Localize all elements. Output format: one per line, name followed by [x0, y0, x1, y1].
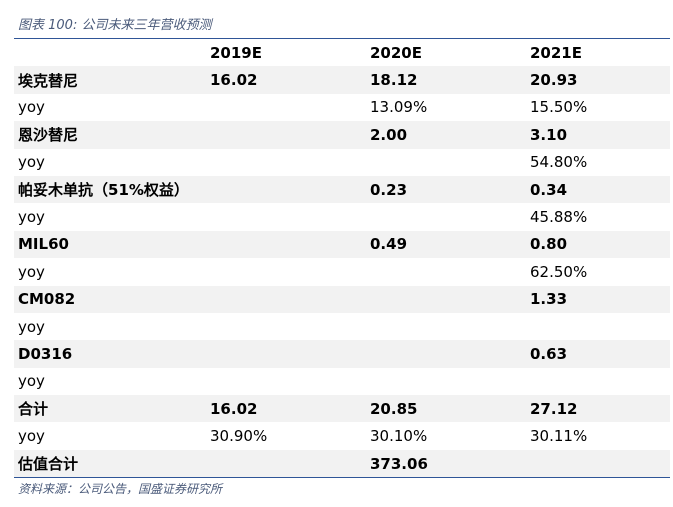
table-cell: 0.49	[366, 230, 526, 259]
table-row: yoy 54.80%	[14, 149, 670, 176]
table-cell: 合计	[14, 395, 206, 423]
table-row: MIL60 0.49 0.80	[14, 230, 670, 259]
table-cell: 13.09%	[370, 98, 428, 117]
table-cell: 45.88%	[530, 208, 588, 227]
table-cell	[206, 149, 366, 176]
table-cell	[526, 313, 670, 340]
table-cell: yoy	[18, 317, 45, 336]
table-cell	[206, 94, 366, 121]
table-cell	[206, 368, 366, 395]
table-cell: 27.12	[526, 395, 670, 423]
table-row: CM082 1.33	[14, 285, 670, 313]
table-cell: 帕妥木单抗（51%权益）	[14, 175, 206, 204]
table-cell: 2019E	[206, 38, 366, 67]
table-cell	[206, 203, 366, 230]
table-cell: 373.06	[366, 449, 526, 478]
table-cell: 估值合计	[14, 449, 206, 478]
caption: 图表 100: 公司未来三年营收预测	[18, 18, 212, 33]
table: 2019E 2020E 2021E 埃克替尼 16.02 18.12 20.93 yoy 13.…	[14, 38, 670, 479]
table-cell: 1.33	[526, 285, 670, 313]
table-cell: 54.80%	[530, 153, 588, 172]
table-row: D0316 0.63	[14, 340, 670, 368]
table-cell: 30.11%	[530, 427, 588, 446]
table-cell: D0316	[14, 340, 206, 368]
table-row: yoy	[14, 313, 670, 340]
table-row: 2019E 2020E 2021E	[14, 38, 670, 67]
table-cell: 18.12	[366, 66, 526, 94]
table-row: yoy 30.90% 30.10% 30.11%	[14, 422, 670, 449]
table-row: yoy 13.09% 15.50%	[14, 94, 670, 121]
table-cell	[366, 258, 526, 285]
table-row: 合计 16.02 20.85 27.12	[14, 395, 670, 423]
table-cell	[206, 258, 366, 285]
table-cell	[526, 449, 670, 478]
table-row: yoy 62.50%	[14, 258, 670, 285]
table-cell: 2021E	[526, 38, 670, 67]
table-cell: 30.90%	[210, 427, 268, 446]
source: 资料来源：公司公告，国盛证券研究所	[18, 482, 223, 496]
table-row: yoy	[14, 368, 670, 395]
table-cell	[366, 203, 526, 230]
table-cell	[206, 121, 366, 149]
table-cell: yoy	[18, 372, 45, 391]
table-row: 恩沙替尼 2.00 3.10	[14, 121, 670, 149]
table-cell	[366, 285, 526, 313]
table-cell: 恩沙替尼	[14, 121, 206, 149]
table-cell: 0.63	[526, 340, 670, 368]
table-cell: 埃克替尼	[14, 66, 206, 94]
table-cell: yoy	[18, 98, 45, 117]
table-cell	[526, 368, 670, 395]
table-cell	[206, 285, 366, 313]
table-cell	[366, 340, 526, 368]
table-cell	[206, 313, 366, 340]
table-cell: yoy	[18, 208, 45, 227]
table-cell	[14, 38, 206, 67]
table-cell: CM082	[14, 285, 206, 313]
table-cell	[366, 313, 526, 340]
table-cell	[206, 449, 366, 478]
table-cell: yoy	[18, 153, 45, 172]
table-row: yoy 45.88%	[14, 203, 670, 230]
table-cell: 62.50%	[530, 262, 588, 281]
table-cell	[366, 149, 526, 176]
table-cell: 0.23	[366, 175, 526, 204]
table-cell: yoy	[18, 427, 45, 446]
table-cell	[206, 230, 366, 259]
table-cell: 3.10	[526, 121, 670, 149]
table-cell: 2.00	[366, 121, 526, 149]
table-cell	[206, 340, 366, 368]
table-cell: 0.80	[526, 230, 670, 259]
table-cell: 20.85	[366, 395, 526, 423]
table-row: 埃克替尼 16.02 18.12 20.93	[14, 66, 670, 94]
table-row: 帕妥木单抗（51%权益） 0.23 0.34	[14, 175, 670, 204]
table-row: 估值合计 373.06	[14, 449, 670, 478]
table-cell: 30.10%	[370, 427, 428, 446]
table-cell: MIL60	[14, 230, 206, 259]
table-cell: 2020E	[366, 38, 526, 67]
table-cell: 15.50%	[530, 98, 588, 117]
table-cell: 20.93	[526, 66, 670, 94]
table-cell	[366, 368, 526, 395]
table-cell: 16.02	[206, 66, 366, 94]
table-cell	[206, 175, 366, 204]
table-cell: 0.34	[526, 175, 670, 204]
table-cell: yoy	[18, 262, 45, 281]
table-cell: 16.02	[206, 395, 366, 423]
